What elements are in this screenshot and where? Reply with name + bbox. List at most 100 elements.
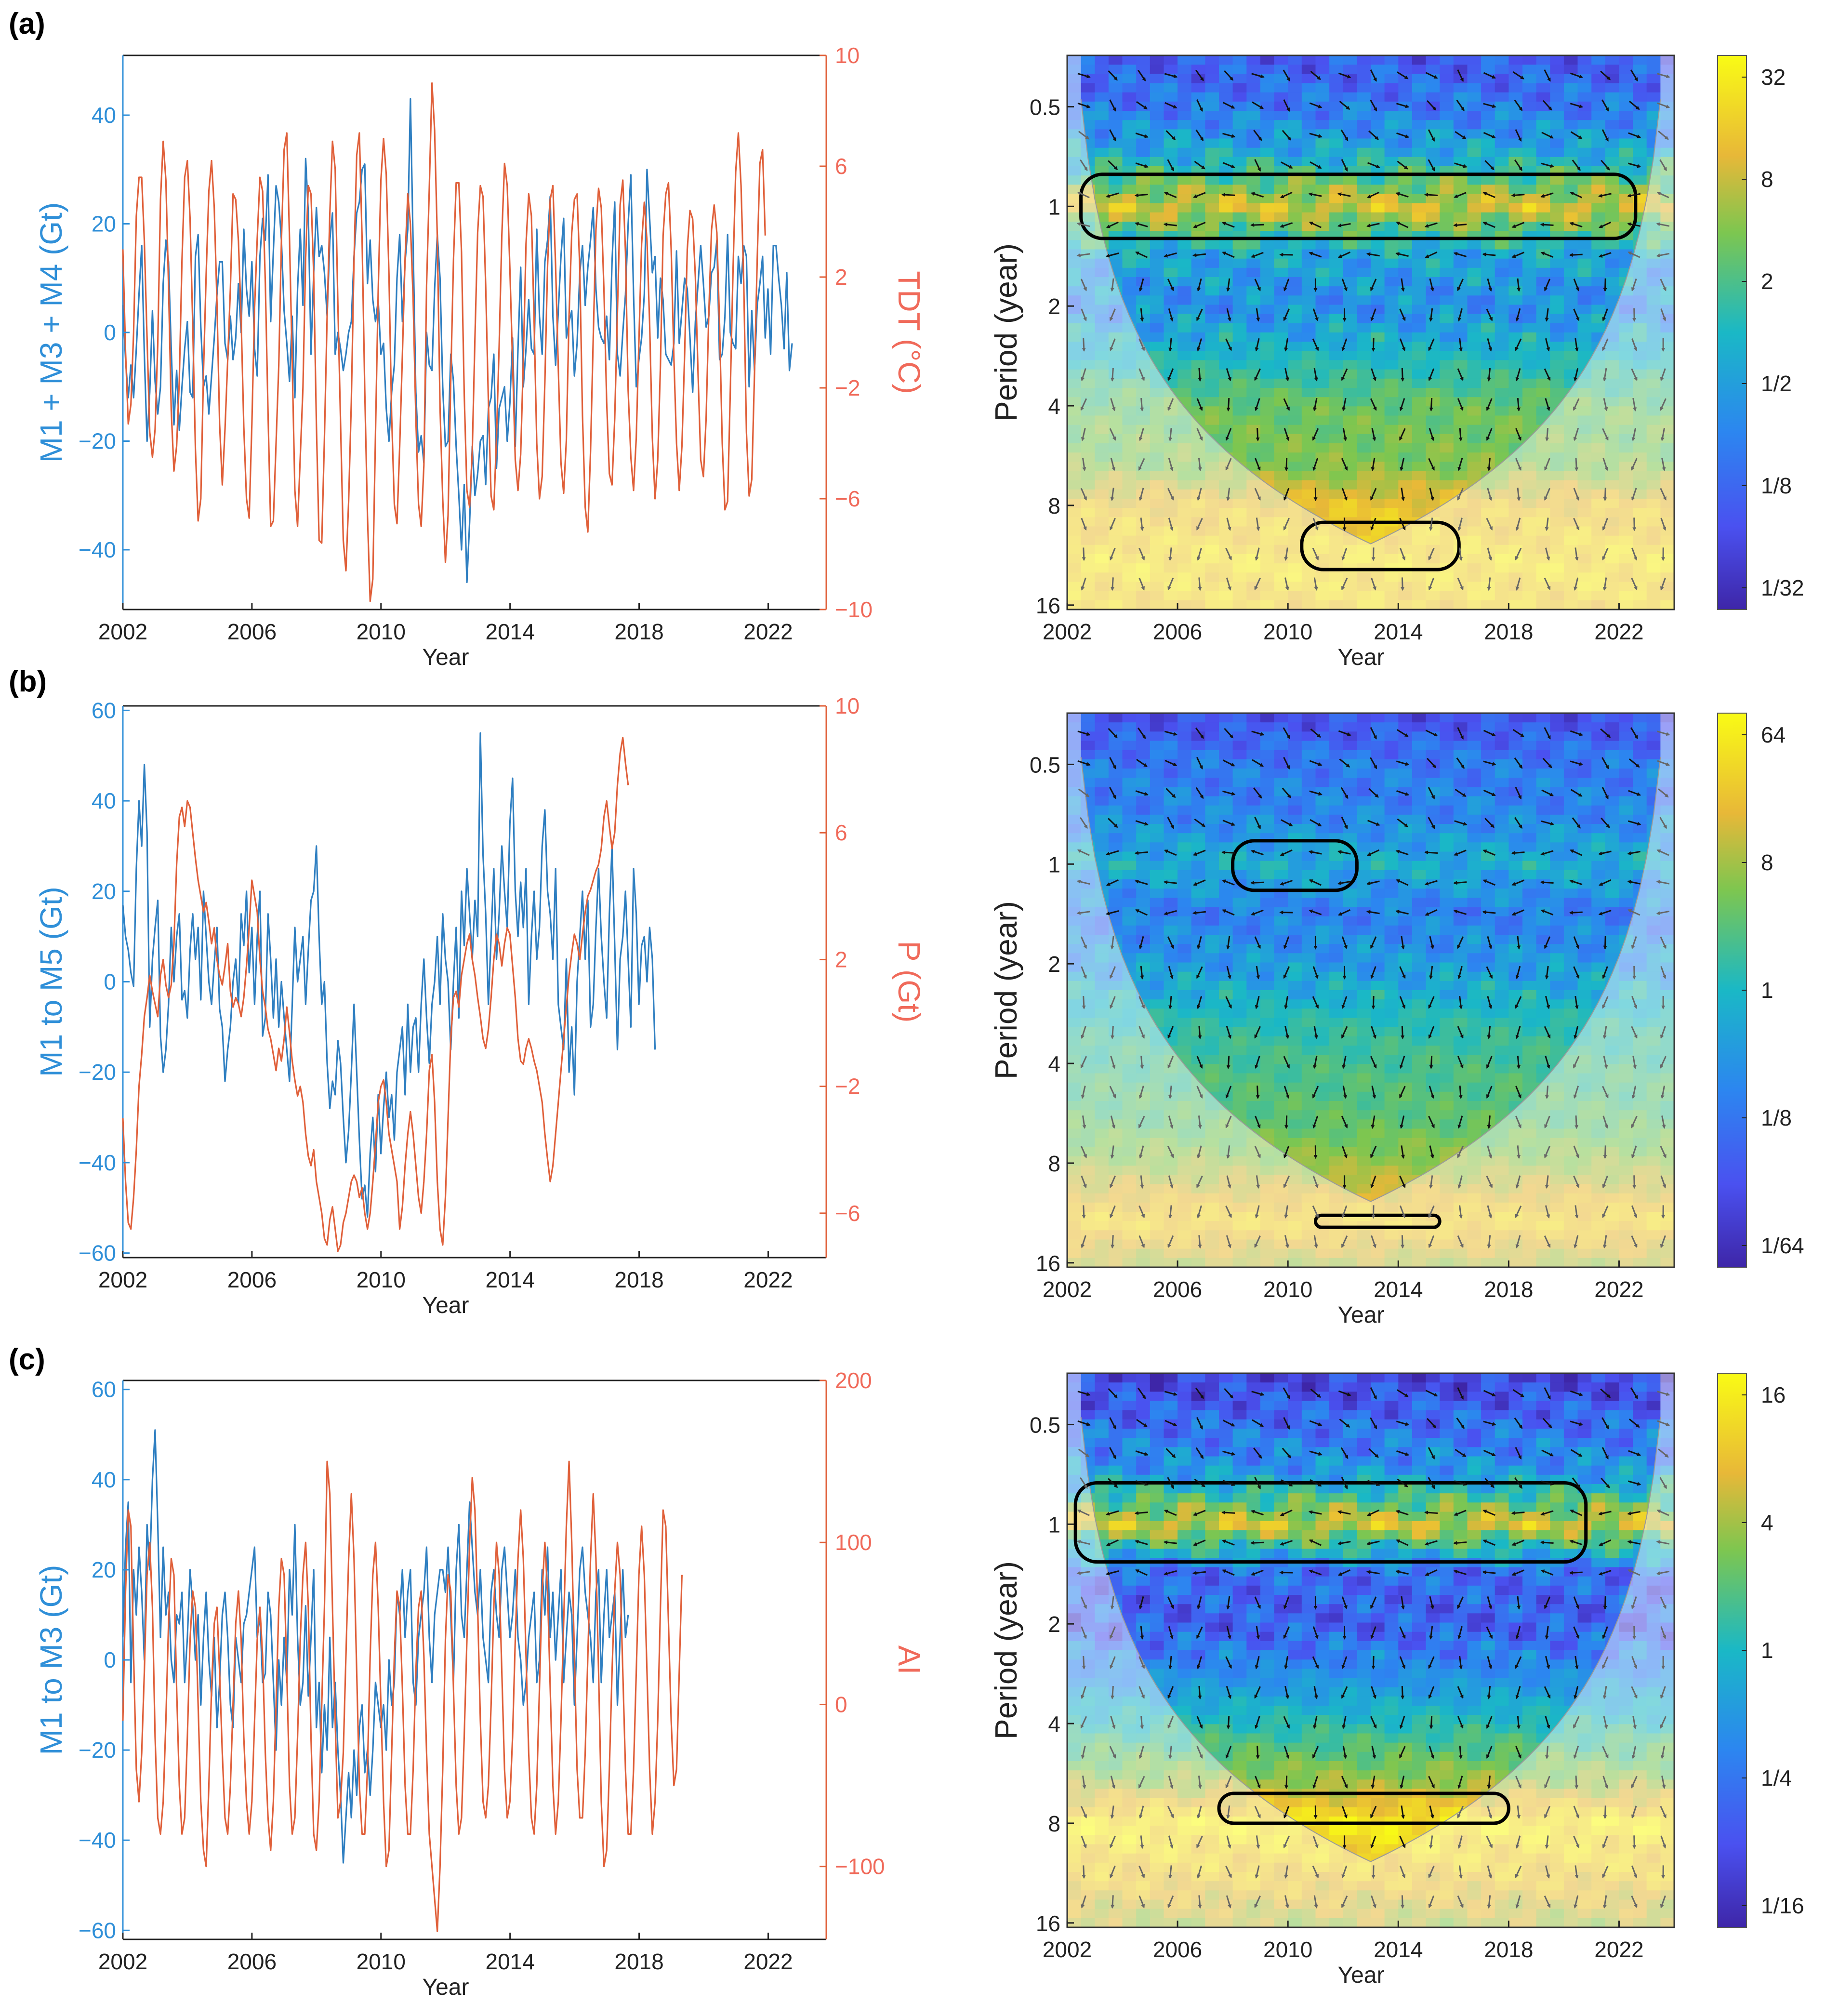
heatmap-cell (1288, 741, 1302, 751)
heatmap-cell (1633, 305, 1647, 315)
heatmap-cell (1508, 944, 1523, 954)
heatmap-cell (1067, 129, 1082, 139)
heatmap-cell (1274, 277, 1288, 287)
heatmap-cell (1177, 907, 1192, 917)
heatmap-cell (1453, 83, 1468, 93)
heatmap-cell (1646, 92, 1661, 102)
heatmap-cell (1301, 778, 1316, 788)
heatmap-cell (1371, 1073, 1385, 1083)
heatmap-cell (1136, 55, 1151, 65)
heatmap-cell (1646, 129, 1661, 139)
heatmap-cell (1522, 713, 1537, 723)
heatmap-cell (1591, 305, 1606, 315)
heatmap-cell (1495, 907, 1509, 917)
heatmap-cell (1508, 277, 1523, 287)
heatmap-cell (1619, 471, 1633, 481)
heatmap-cell (1081, 305, 1095, 315)
heatmap-cell (1301, 369, 1316, 379)
heatmap-cell (1343, 83, 1358, 93)
heatmap-cell (1095, 778, 1109, 788)
heatmap-cell (1508, 935, 1523, 944)
heatmap-cell (1371, 65, 1385, 75)
heatmap-cell (1329, 240, 1344, 250)
heatmap-cell (1619, 249, 1633, 259)
heatmap-cell (1605, 240, 1620, 250)
heatmap-cell (1633, 824, 1647, 834)
heatmap-cell (1440, 147, 1454, 158)
heatmap-cell (1108, 360, 1123, 370)
heatmap-cell (1619, 443, 1633, 453)
heatmap-cell (1426, 805, 1440, 815)
left-tick-label: 40 (92, 788, 116, 813)
heatmap-cell (1177, 323, 1192, 333)
heatmap-cell (1108, 833, 1123, 843)
heatmap-cell (1150, 397, 1164, 407)
heatmap-cell (1591, 415, 1606, 425)
heatmap-cell (1164, 898, 1178, 908)
heatmap-cell (1522, 147, 1537, 158)
heatmap-cell (1343, 981, 1358, 991)
heatmap-cell (1371, 879, 1385, 889)
heatmap-cell (1150, 471, 1164, 481)
heatmap-cell (1440, 249, 1454, 259)
heatmap-cell (1150, 907, 1164, 917)
heatmap-cell (1384, 861, 1399, 871)
heatmap-cell (1619, 378, 1633, 388)
heatmap-cell (1371, 323, 1385, 333)
heatmap-cell (1619, 769, 1633, 778)
heatmap-cell (1288, 971, 1302, 981)
heatmap-cell (1150, 944, 1164, 954)
heatmap-cell (1481, 314, 1495, 324)
heatmap-cell (1288, 990, 1302, 1000)
heatmap-cell (1453, 805, 1468, 815)
heatmap-cell (1467, 462, 1482, 472)
heatmap-cell (1577, 722, 1592, 732)
heatmap-cell (1633, 175, 1647, 186)
heatmap-cell (1440, 92, 1454, 102)
heatmap-cell (1232, 65, 1247, 75)
heatmap-cell (1536, 971, 1550, 981)
heatmap-cell (1329, 981, 1344, 991)
heatmap-cell (1467, 759, 1482, 769)
heatmap-cell (1481, 185, 1495, 195)
x-tick-label: 2010 (357, 1267, 406, 1292)
heatmap-cell (1315, 286, 1330, 296)
heatmap-cell (1605, 870, 1620, 880)
heatmap-cell (1591, 981, 1606, 991)
heatmap-cell (1205, 889, 1219, 899)
heatmap-cell (1164, 889, 1178, 899)
heatmap-cell (1288, 999, 1302, 1009)
heatmap-cell (1315, 332, 1330, 342)
heatmap-cell (1067, 286, 1082, 296)
heatmap-cell (1205, 713, 1219, 723)
heatmap-cell (1384, 185, 1399, 195)
heatmap-cell (1619, 741, 1633, 751)
heatmap-cell (1150, 185, 1164, 195)
heatmap-cell (1329, 452, 1344, 463)
heatmap-cell (1081, 83, 1095, 93)
heatmap-cell (1495, 962, 1509, 972)
heatmap-cell (1150, 249, 1164, 259)
heatmap-cell (1412, 796, 1427, 806)
heatmap-cell (1481, 147, 1495, 158)
heatmap-cell (1646, 166, 1661, 176)
heatmap-cell (1301, 471, 1316, 481)
heatmap-cell (1357, 962, 1371, 972)
heatmap-cell (1563, 286, 1578, 296)
heatmap-cell (1495, 101, 1509, 111)
heatmap-cell (1357, 55, 1371, 65)
heatmap-cell (1260, 147, 1275, 158)
heatmap-cell (1108, 240, 1123, 250)
heatmap-cell (1136, 898, 1151, 908)
heatmap-cell (1191, 65, 1206, 75)
heatmap-cell (1412, 741, 1427, 751)
heatmap-cell (1481, 305, 1495, 315)
heatmap-cell (1274, 916, 1288, 926)
heatmap-cell (1453, 833, 1468, 843)
heatmap-cell (1605, 378, 1620, 388)
heatmap-cell (1136, 953, 1151, 963)
heatmap-cell (1384, 286, 1399, 296)
heatmap-cell (1177, 55, 1192, 65)
heatmap-cell (1426, 499, 1440, 508)
heatmap-cell (1122, 240, 1137, 250)
